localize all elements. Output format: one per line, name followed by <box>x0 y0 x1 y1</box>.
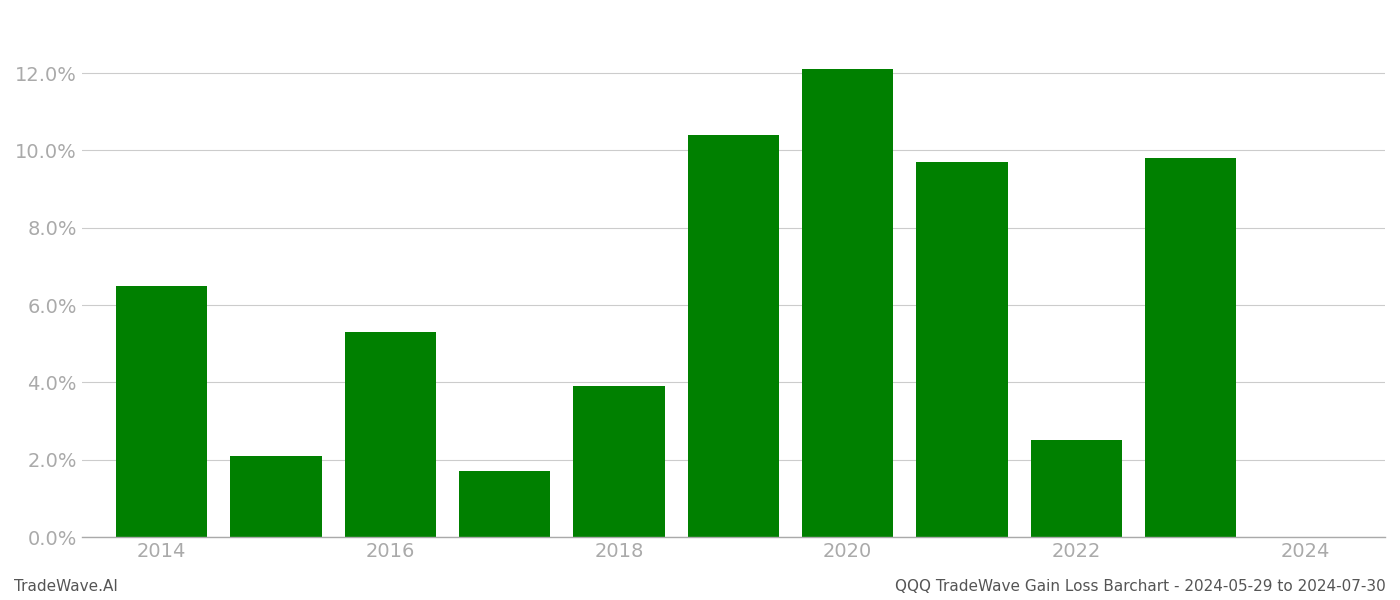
Bar <box>1030 440 1121 537</box>
Bar <box>1145 158 1236 537</box>
Bar <box>916 162 1008 537</box>
Text: TradeWave.AI: TradeWave.AI <box>14 579 118 594</box>
Bar <box>574 386 665 537</box>
Bar <box>344 332 437 537</box>
Bar <box>802 69 893 537</box>
Bar <box>231 456 322 537</box>
Text: QQQ TradeWave Gain Loss Barchart - 2024-05-29 to 2024-07-30: QQQ TradeWave Gain Loss Barchart - 2024-… <box>895 579 1386 594</box>
Bar <box>116 286 207 537</box>
Bar <box>687 135 778 537</box>
Bar <box>459 472 550 537</box>
